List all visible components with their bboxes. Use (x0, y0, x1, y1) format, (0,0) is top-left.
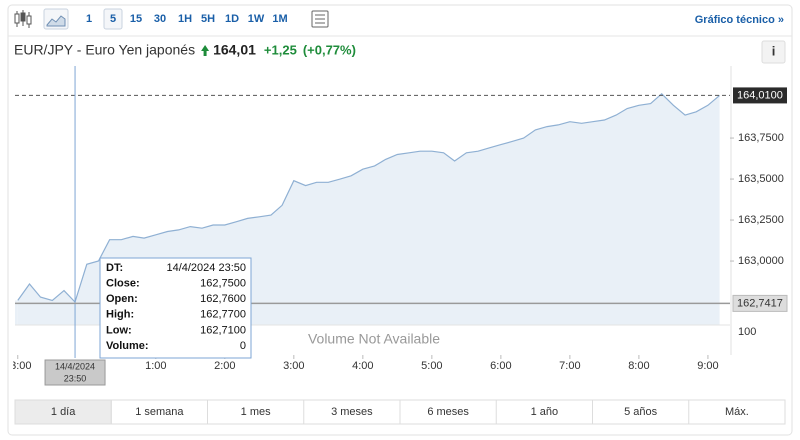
range-selected (14, 399, 112, 425)
x-tick-label: 7:00 (559, 360, 580, 372)
crosshair-price-box (732, 294, 788, 312)
crosshair-date: 14/4/2024 (55, 361, 95, 371)
instrument-title: EUR/JPY - Euro Yen japonés (14, 42, 195, 58)
settings-icon[interactable] (311, 10, 329, 28)
x-axis: 23:00 1:00 2:00 3:00 4:00 5:00 6:00 7:00 8:00 9:0… (4, 355, 719, 372)
range-button[interactable]: 5 años (624, 406, 658, 418)
info-button[interactable] (761, 40, 786, 64)
tooltip-key: DT: (106, 262, 123, 274)
last-price-box (733, 87, 787, 104)
x-tick-label: 5:00 (421, 360, 442, 372)
tooltip-key: Low: (106, 324, 132, 336)
crosshair-price-label: 162,7417 (737, 297, 783, 309)
y-tick-label: 163,0000 (738, 255, 784, 267)
left-fill (15, 300, 18, 325)
range-button[interactable]: 1 día (51, 406, 76, 418)
interval-button[interactable]: 1W (248, 13, 265, 25)
candle-icon[interactable] (14, 10, 32, 28)
area-icon[interactable] (43, 8, 69, 30)
range-button[interactable]: 1 semana (135, 406, 184, 418)
interval-button[interactable]: 1 (86, 13, 92, 25)
crosshair-date-box (44, 359, 106, 386)
x-tick-label: 2:00 (214, 360, 235, 372)
y-tick-label: 163,2500 (738, 214, 784, 226)
tooltip-key: Close: (106, 278, 140, 290)
range-button[interactable]: Máx. (725, 406, 749, 418)
change: +1,25 (264, 42, 297, 57)
tooltip-value: 0 (240, 340, 246, 352)
x-tick-label: 23:00 (4, 360, 32, 372)
change-percent: (+0,77%) (303, 42, 356, 57)
tooltip-value: 162,7700 (200, 309, 246, 321)
range-button[interactable]: 3 meses (331, 406, 373, 418)
tooltip-key: High: (106, 309, 134, 321)
range-button[interactable]: 6 meses (427, 406, 469, 418)
interval-button[interactable]: 5H (201, 13, 215, 25)
x-tick-label: 3:00 (283, 360, 304, 372)
x-tick-label: 9:00 (697, 360, 718, 372)
tooltip-key: Open: (106, 293, 138, 305)
interval-button[interactable]: 15 (130, 13, 142, 25)
tooltip-value: 162,7600 (200, 293, 246, 305)
interval-button[interactable]: 1H (178, 13, 192, 25)
interval-button[interactable]: 30 (154, 13, 166, 25)
technical-chart-link[interactable]: Gráfico técnico » (695, 14, 784, 26)
tooltip-value: 162,7500 (200, 278, 246, 290)
interval-button[interactable]: 1D (225, 13, 239, 25)
range-button[interactable]: 1 mes (241, 406, 271, 418)
x-tick-label: 6:00 (490, 360, 511, 372)
up-arrow (201, 45, 210, 56)
x-tick-label: 1:00 (145, 360, 166, 372)
range-button[interactable]: 1 año (531, 406, 559, 418)
tooltip-value: 14/4/2024 23:50 (166, 262, 246, 274)
last-price-label: 164,0100 (737, 89, 783, 101)
volume-axis-label: 100 (738, 326, 756, 338)
info-button-label[interactable]: i (772, 43, 776, 58)
tooltip-value: 162,7100 (200, 324, 246, 336)
tooltip-key: Volume: (106, 340, 149, 352)
x-tick-label: 8:00 (628, 360, 649, 372)
interval-button[interactable]: 1M (272, 13, 287, 25)
interval-selected (103, 8, 123, 30)
y-tick-label: 163,5000 (738, 173, 784, 185)
tooltip (99, 257, 252, 359)
y-tick-label: 163,7500 (738, 132, 784, 144)
price: 164,01 (213, 42, 256, 58)
x-tick-label: 4:00 (352, 360, 373, 372)
volume-message: Volume Not Available (308, 331, 440, 347)
price-line (17, 92, 720, 304)
interval-button[interactable]: 5 (110, 13, 116, 25)
crosshair-time: 23:50 (64, 373, 87, 383)
